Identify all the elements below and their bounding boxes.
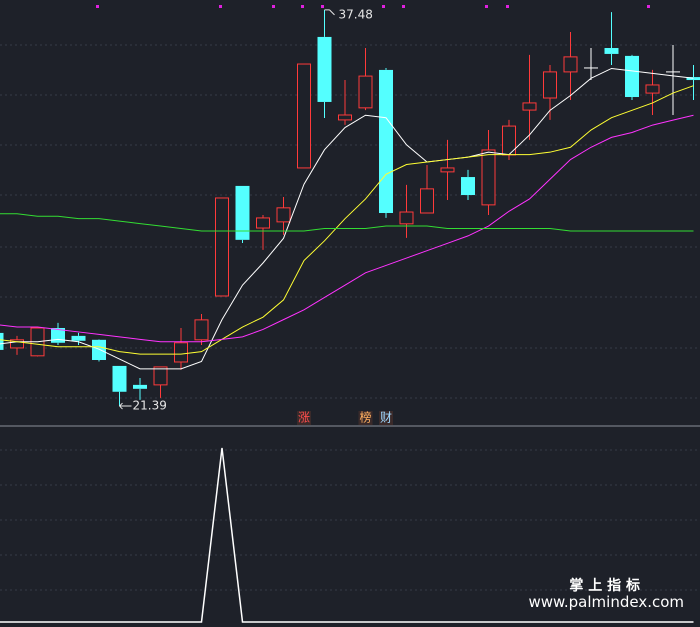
candles xyxy=(0,9,700,407)
candle-body xyxy=(133,384,147,389)
candle-body xyxy=(215,197,229,297)
marker xyxy=(647,5,650,8)
candle-body xyxy=(276,207,291,223)
moving-average-line xyxy=(0,85,694,355)
moving-average-line xyxy=(0,67,694,370)
top-markers xyxy=(96,5,650,8)
candle-body xyxy=(645,84,660,94)
watermark-title: 掌 上 指 标 xyxy=(569,577,640,594)
candle-body xyxy=(317,36,332,102)
low-label: 21.39 xyxy=(133,399,167,413)
candle-body xyxy=(92,339,106,361)
candle-body xyxy=(71,335,86,341)
signal-label: 涨 xyxy=(298,410,310,425)
candle-body xyxy=(297,63,311,169)
marker xyxy=(272,5,275,8)
signal-box xyxy=(297,411,311,425)
high-pointer xyxy=(324,9,335,16)
candle-body xyxy=(235,185,250,240)
marker xyxy=(301,5,304,8)
candle-body xyxy=(481,149,496,206)
moving-average-line xyxy=(0,114,694,343)
candle-body xyxy=(256,217,270,229)
signal-box xyxy=(379,411,393,425)
candle-body xyxy=(461,177,475,196)
candle-body xyxy=(51,327,65,343)
low-pointer xyxy=(119,402,132,410)
candle-body xyxy=(174,342,188,363)
signal-label: 榜 xyxy=(359,410,371,425)
high-label: 37.48 xyxy=(339,7,373,21)
marker xyxy=(96,5,99,8)
marker xyxy=(506,5,509,8)
candle-body xyxy=(153,366,168,386)
candle-body xyxy=(399,211,414,225)
candle-body xyxy=(440,167,455,173)
marker xyxy=(321,5,324,8)
candle-body xyxy=(194,319,209,341)
grid xyxy=(0,44,700,591)
signal-box xyxy=(358,411,373,425)
indicator-line xyxy=(0,447,694,623)
candle-body xyxy=(112,365,127,392)
marker xyxy=(402,5,405,8)
moving-average-line xyxy=(0,213,694,232)
candle-body xyxy=(604,48,619,54)
candle-body xyxy=(379,69,393,213)
candle-body xyxy=(10,339,24,349)
candle-body xyxy=(543,71,557,99)
candle-body xyxy=(358,75,373,109)
signal-label: 财 xyxy=(380,411,392,425)
marker xyxy=(485,5,488,8)
candle-body xyxy=(338,114,352,121)
candle-body xyxy=(625,55,639,98)
candle-body xyxy=(522,102,537,111)
candle-body xyxy=(0,332,4,350)
marker xyxy=(382,5,385,8)
candle-body xyxy=(420,188,434,214)
marker xyxy=(219,5,222,8)
candle-body xyxy=(563,56,578,73)
watermark-url: www.palmindex.com xyxy=(528,593,684,611)
